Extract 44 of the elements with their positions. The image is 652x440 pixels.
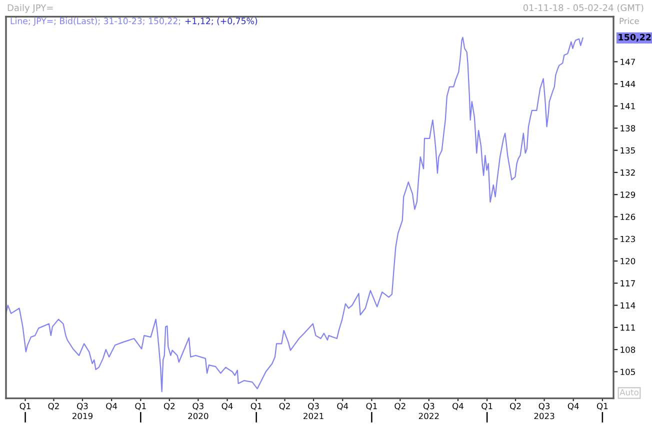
- y-axis-title: Price: [620, 18, 639, 24]
- x-tick-label: Q4: [452, 402, 464, 410]
- x-tick-label: Q1: [482, 402, 492, 410]
- x-tick-label: Q2: [164, 402, 175, 410]
- y-tick-label: 132: [620, 169, 635, 176]
- y-tick-label: 123: [620, 236, 635, 242]
- y-tick-label: 117: [620, 280, 635, 286]
- text: 150,22: [618, 34, 651, 42]
- y-tick-label: 129: [620, 192, 636, 198]
- y-tick-label: 120: [620, 258, 636, 264]
- chart-subtitle: 01-11-18 - 05-02-24 (GMT): [523, 4, 644, 12]
- x-tick-label: Q2: [279, 402, 290, 410]
- x-tick-label: Q3 2019: [72, 402, 93, 420]
- text: Auto: [620, 389, 638, 396]
- annotation: Line; JPY=; Bid(Last); 31-10-23; 150,22;: [10, 18, 180, 26]
- x-tick-label: Q3 2023: [534, 402, 554, 420]
- y-tick-label: 138: [620, 125, 636, 132]
- y-tick-label: 108: [620, 346, 636, 353]
- y-tick-label: 147: [620, 58, 635, 65]
- y-tick-label: 114: [620, 302, 636, 308]
- y-tick-label: 144: [620, 80, 636, 88]
- annotation: +1,12; (+0,75%): [185, 18, 258, 26]
- x-tick-label: Q4: [222, 402, 233, 410]
- y-tick-label: 135: [620, 147, 635, 154]
- y-tick-label: 141: [620, 103, 635, 110]
- x-tick-label: Q1: [20, 402, 30, 410]
- x-tick-label: Q3 2022: [418, 402, 439, 420]
- y-tick-label: 111: [620, 324, 635, 331]
- x-tick-label: Q3 2020: [188, 402, 208, 420]
- y-tick-label: 126: [620, 214, 636, 220]
- x-tick-label: Q4: [568, 402, 579, 410]
- x-tick-label: Q2: [394, 402, 406, 410]
- y-tick-label: 105: [620, 368, 635, 376]
- x-tick-label: Q4: [106, 402, 118, 410]
- x-tick-label: Q1: [250, 402, 262, 410]
- x-tick-label: Q4: [337, 402, 348, 410]
- x-tick-label: Q2: [48, 402, 59, 410]
- x-tick-label: Q1: [596, 402, 608, 410]
- x-tick-label: Q1: [366, 402, 377, 410]
- line-series: [6, 36, 584, 392]
- chart-title: Daily JPY=: [8, 4, 53, 13]
- x-tick-label: Q2: [510, 402, 521, 410]
- x-tick-label: Q1: [135, 402, 146, 410]
- x-tick-label: Q3 2021: [304, 402, 324, 420]
